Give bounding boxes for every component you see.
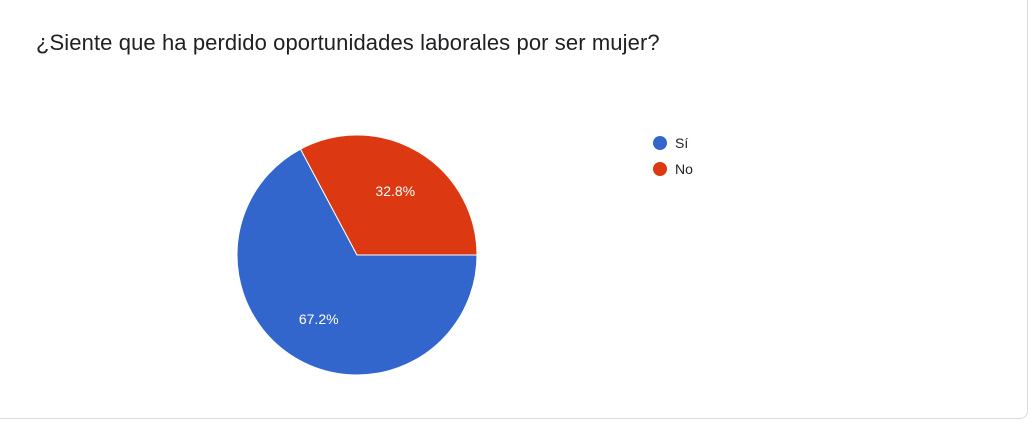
legend-item-0[interactable]: Sí bbox=[653, 135, 688, 151]
legend-label-0: Sí bbox=[675, 135, 688, 151]
pie-slice-label-1: 32.8% bbox=[375, 183, 415, 199]
legend-label-1: No bbox=[675, 161, 693, 177]
pie-slices bbox=[236, 134, 478, 376]
legend-swatch-0 bbox=[653, 136, 667, 150]
question-card: ¿Siente que ha perdido oportunidades lab… bbox=[0, 0, 1028, 419]
pie-slice-1[interactable] bbox=[299, 134, 478, 256]
legend: Sí No bbox=[653, 135, 693, 177]
legend-item-1[interactable]: No bbox=[653, 161, 693, 177]
question-title: ¿Siente que ha perdido oportunidades lab… bbox=[36, 30, 660, 55]
pie-slice-labels: 67.2% 32.8% bbox=[299, 183, 415, 327]
legend-swatch-1 bbox=[653, 162, 667, 176]
pie-slice-label-0: 67.2% bbox=[299, 311, 339, 327]
pie-slice-0[interactable] bbox=[236, 148, 478, 376]
